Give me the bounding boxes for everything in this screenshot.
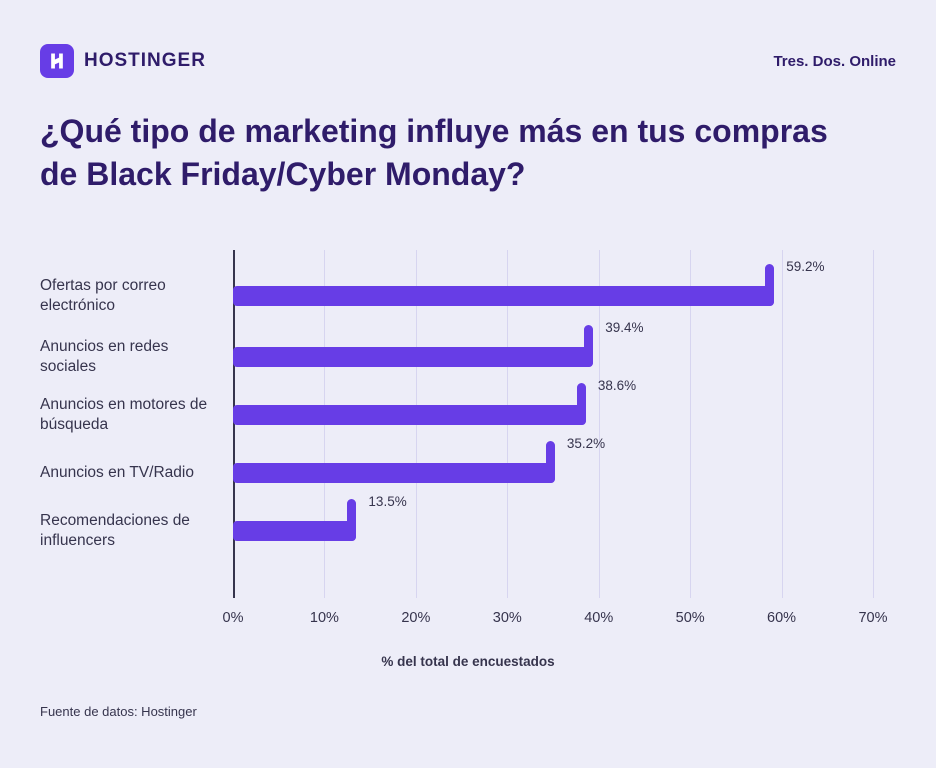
bar-social-ads xyxy=(233,325,594,367)
bar-search-ads xyxy=(233,383,586,425)
bar-email-offers xyxy=(233,264,775,306)
bar-value-label: 13.5% xyxy=(368,494,407,509)
bar-row: 35.2% xyxy=(233,436,873,483)
bar-value-label: 59.2% xyxy=(786,259,825,274)
hostinger-logo-icon xyxy=(40,44,74,78)
bar-tip xyxy=(584,325,594,367)
gridline xyxy=(598,250,600,598)
brand-name: HOSTINGER xyxy=(84,50,206,71)
category-labels: Ofertas por correo electrónico Anuncios … xyxy=(40,250,233,598)
bar-row: 13.5% xyxy=(233,494,873,541)
header-tagline: Tres. Dos. Online xyxy=(773,52,896,70)
bar-tv-radio-ads xyxy=(233,441,555,483)
bar-value-label: 39.4% xyxy=(605,320,644,335)
category-label: Anuncios en redes sociales xyxy=(40,337,169,375)
bar-tip xyxy=(765,264,775,306)
category-label: Anuncios en motores de búsqueda xyxy=(40,395,208,433)
category-label: Ofertas por correo electrónico xyxy=(40,276,166,314)
bar-tip xyxy=(545,441,555,483)
x-tick: 60% xyxy=(767,610,797,626)
gridline xyxy=(781,250,783,598)
category-label: Recomendaciones de influencers xyxy=(40,511,190,549)
bar-row: 59.2% xyxy=(233,259,873,306)
x-tick: 30% xyxy=(492,610,522,626)
bar-influencer-recs xyxy=(233,499,357,541)
x-tick: 40% xyxy=(584,610,614,626)
data-source: Fuente de datos: Hostinger xyxy=(40,704,197,719)
x-tick: 10% xyxy=(309,610,339,626)
header: HOSTINGER Tres. Dos. Online xyxy=(40,44,896,78)
hostinger-logo: HOSTINGER xyxy=(40,44,206,78)
category-label: Anuncios en TV/Radio xyxy=(40,463,194,481)
plot-area: 59.2% 39.4% 38.6% 35.2% 13.5% 0% 10% 20%… xyxy=(223,250,888,626)
x-tick: 50% xyxy=(675,610,705,626)
x-tick: 70% xyxy=(858,610,888,626)
bar-tip xyxy=(347,499,357,541)
bar-row: 39.4% xyxy=(233,320,873,367)
bar-value-label: 38.6% xyxy=(597,378,637,393)
page-title: ¿Qué tipo de marketing influye más en tu… xyxy=(40,113,828,193)
x-tick: 0% xyxy=(222,610,244,626)
bar-chart: Ofertas por correo electrónico Anuncios … xyxy=(40,250,888,669)
x-axis-title: % del total de encuestados xyxy=(381,654,555,669)
gridline xyxy=(690,250,692,598)
bar-value-label: 35.2% xyxy=(566,436,606,451)
bar-tip xyxy=(576,383,586,425)
bar-row: 38.6% xyxy=(233,378,873,425)
gridline xyxy=(873,250,874,598)
x-tick: 20% xyxy=(401,610,431,626)
